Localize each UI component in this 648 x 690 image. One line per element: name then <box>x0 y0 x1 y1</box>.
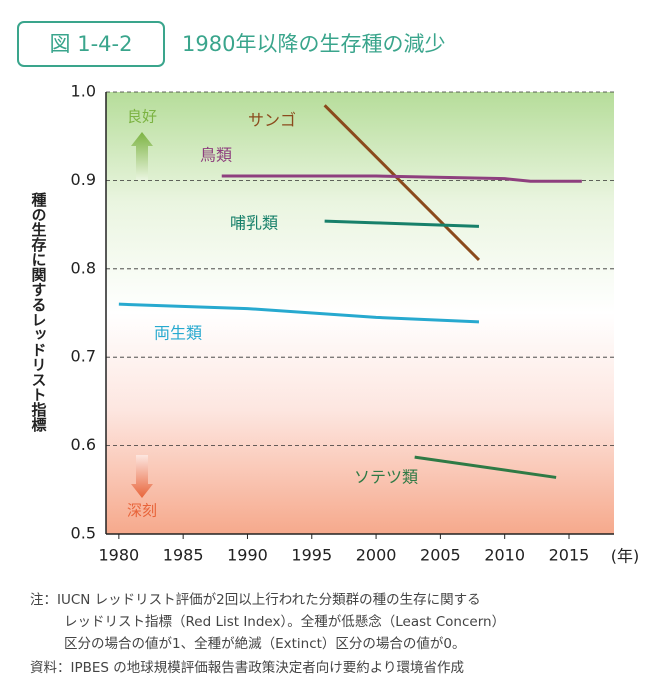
x-axis-unit: (年) <box>611 547 640 566</box>
series-label: 哺乳類 <box>230 214 278 233</box>
y-tick-label: 0.5 <box>71 524 96 543</box>
x-tick-label: 1985 <box>163 546 204 565</box>
plot-background <box>106 92 614 534</box>
series-line <box>323 104 481 262</box>
series-line <box>118 302 480 324</box>
series-label: 両生類 <box>154 324 202 343</box>
y-tick-label: 0.9 <box>71 170 96 189</box>
x-tick-label: 2005 <box>420 546 461 565</box>
figure-box <box>17 21 165 67</box>
series-line <box>414 455 557 479</box>
good-label: 良好 <box>127 108 157 126</box>
y-tick-label: 0.7 <box>71 347 96 366</box>
source: 資料：IPBES の地球規模評価報告書政策決定者向け要約より環境省作成 <box>30 659 464 676</box>
x-tick-label: 1980 <box>99 546 140 565</box>
series-line <box>221 174 582 183</box>
series-line <box>324 219 480 228</box>
x-tick-label: 1995 <box>291 546 332 565</box>
y-tick-label: 1.0 <box>71 82 96 101</box>
y-axis-label: 種の生存に関するレッドリスト指標 <box>30 192 48 433</box>
series-label: ソテツ類 <box>354 468 418 487</box>
note: 注：IUCN レッドリスト評価が2回以上行われた分類群の種の生存に関する <box>30 592 481 608</box>
x-tick-label: 2000 <box>356 546 397 565</box>
y-tick-label: 0.8 <box>71 258 96 277</box>
series-label: 鳥類 <box>200 146 232 165</box>
bad-label: 深刻 <box>127 502 157 520</box>
good-arrow <box>131 132 153 180</box>
x-tick-label: 2015 <box>549 546 590 565</box>
note: レッドリスト指標（Red List Index）。全種が低懸念（Least Co… <box>64 613 505 630</box>
x-tick-label: 1990 <box>227 546 268 565</box>
series-label: サンゴ <box>248 111 296 130</box>
bad-arrow <box>131 455 153 498</box>
note: 区分の場合の値が1、全種が絶滅（Extinct）区分の場合の値が0。 <box>64 635 466 652</box>
y-tick-label: 0.6 <box>71 435 96 454</box>
figure-label: 図 1-4-2 <box>50 32 133 56</box>
chart-title: 1980年以降の生存種の減少 <box>182 32 445 56</box>
x-tick-label: 2010 <box>484 546 525 565</box>
